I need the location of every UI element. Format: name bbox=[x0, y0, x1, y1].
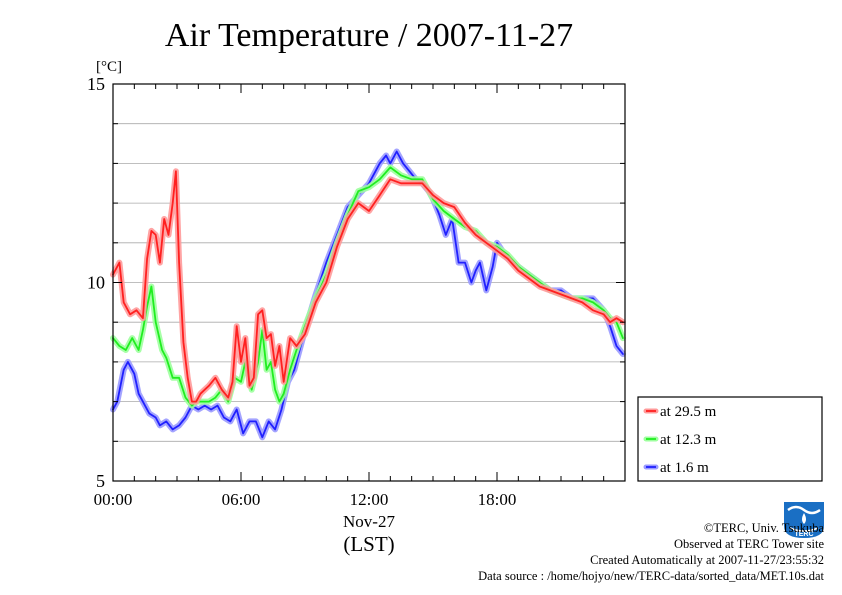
y-axis: 5 10 15 bbox=[87, 74, 625, 491]
grid-lines bbox=[113, 123, 625, 442]
y-tick-label: 10 bbox=[87, 273, 105, 293]
x-axis: 00:00 06:00 12:00 18:00 bbox=[94, 84, 626, 509]
series-line-at-29-5-m bbox=[112, 170, 624, 403]
x-tick-label: 18:00 bbox=[478, 490, 517, 509]
x-tick-label: 06:00 bbox=[222, 490, 261, 509]
terc-logo: TERC bbox=[782, 500, 826, 540]
footer-observed: Observed at TERC Tower site bbox=[673, 537, 824, 551]
legend-label: at 29.5 m bbox=[660, 404, 717, 420]
legend-box bbox=[637, 396, 823, 482]
footer-copyright: ©TERC, Univ. Tsukuba bbox=[703, 521, 824, 535]
y-axis-unit-label: [°C] bbox=[96, 59, 122, 75]
x-tick-label: 00:00 bbox=[94, 490, 133, 509]
chart-title: Air Temperature / 2007-11-27 bbox=[165, 17, 573, 54]
series-layer bbox=[110, 148, 626, 441]
x-axis-date-label: Nov-27 bbox=[343, 512, 395, 531]
series-line-at-12-3-m bbox=[112, 166, 624, 407]
legend: at 29.5 m at 12.3 m at 1.6 m bbox=[643, 404, 717, 476]
x-tick-label: 12:00 bbox=[350, 490, 389, 509]
terc-logo-text: TERC bbox=[794, 531, 813, 538]
x-axis-title: (LST) bbox=[343, 532, 394, 556]
legend-label: at 12.3 m bbox=[660, 432, 717, 448]
footer-created: Created Automatically at 2007-11-27/23:5… bbox=[590, 553, 824, 567]
y-tick-label: 5 bbox=[96, 471, 105, 491]
legend-label: at 1.6 m bbox=[660, 460, 709, 476]
footer-source: Data source : /home/hojyo/new/TERC-data/… bbox=[478, 569, 824, 583]
y-tick-label: 15 bbox=[87, 74, 105, 94]
terc-logo-icon: TERC bbox=[784, 502, 824, 538]
